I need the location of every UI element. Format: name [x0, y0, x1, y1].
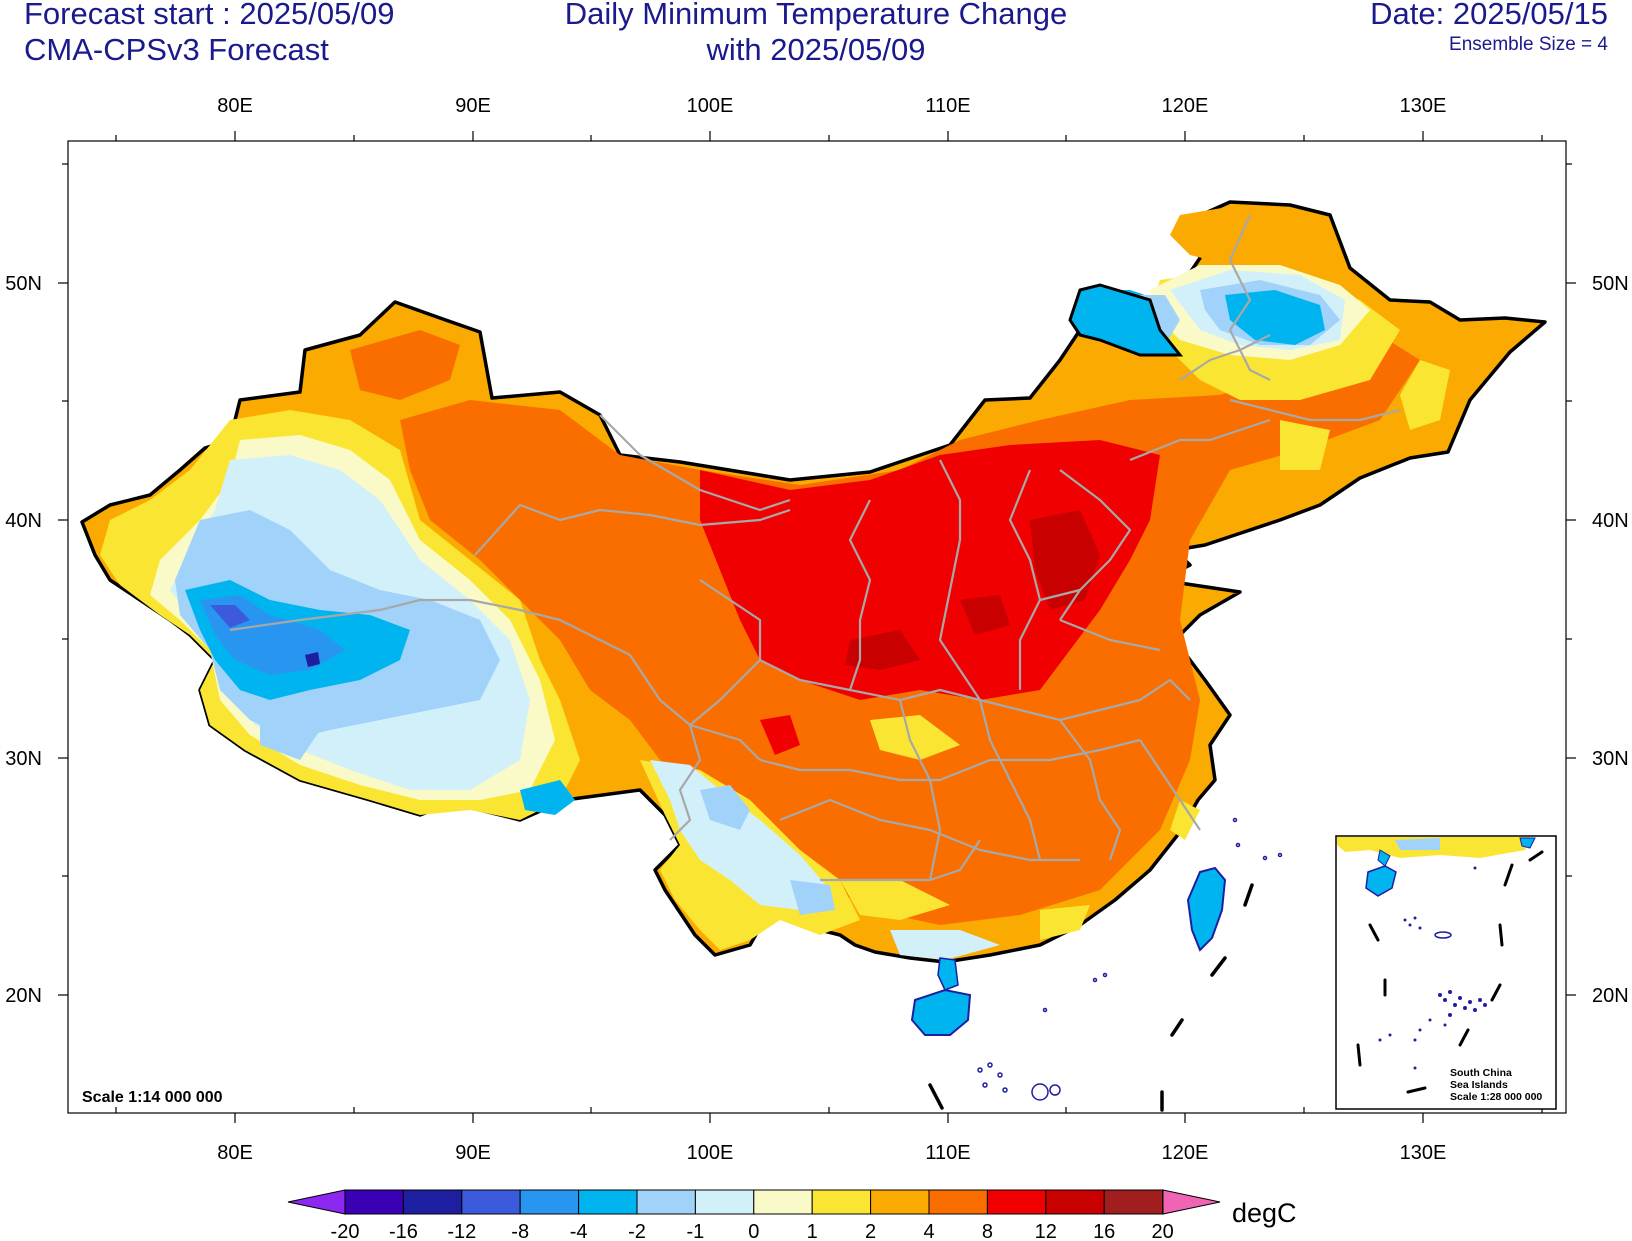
colorbar-swatch	[636, 1189, 696, 1215]
lon-tick-label: 90E	[455, 95, 491, 117]
inset-title-line2: Sea Islands	[1450, 1079, 1508, 1091]
colorbar-swatch	[986, 1189, 1047, 1215]
colorbar-tick-label: -4	[570, 1221, 588, 1241]
lon-tick-label: 80E	[217, 95, 253, 117]
colorbar-swatch	[344, 1189, 404, 1215]
lat-tick-label: 20N	[5, 985, 42, 1007]
colorbar-swatch	[1103, 1189, 1164, 1215]
colorbar-swatch	[519, 1189, 580, 1215]
valid-date-text: Date: 2025/05/15	[1370, 0, 1608, 31]
colorbar-tick-label: 16	[1093, 1221, 1115, 1241]
lat-tick-label: 50N	[5, 273, 42, 295]
hainan-island	[910, 988, 972, 1036]
colorbar-swatch	[694, 1189, 755, 1215]
lon-tick-label: 100E	[687, 1142, 734, 1164]
nine-dash-line	[928, 883, 1254, 1112]
lat-labels-right: 50N 40N 30N 20N	[1592, 273, 1629, 1007]
colorbar: -20 -16 -12 -8 -4 -2 -1 0 1 2 4 8 12 16 20 degC	[287, 1189, 1297, 1241]
lon-labels-bottom: 80E 90E 100E 110E 120E 130E	[217, 1142, 1446, 1164]
lon-tick-label: 120E	[1162, 95, 1209, 117]
colorbar-tick-label: 12	[1035, 1221, 1057, 1241]
colorbar-unit-label: degC	[1232, 1198, 1297, 1228]
lat-tick-label: 50N	[1592, 273, 1629, 295]
colorbar-tick-label: 20	[1151, 1221, 1173, 1241]
colorbar-tick-label: 2	[865, 1221, 876, 1241]
province-boundaries	[229, 214, 1401, 882]
colorbar-swatch	[402, 1189, 463, 1215]
lat-tick-label: 20N	[1592, 985, 1629, 1007]
colorbar-swatch	[928, 1189, 988, 1215]
colorbar-tick-label: -12	[447, 1221, 476, 1241]
colorbar-tick-label: -20	[331, 1221, 360, 1241]
colorbar-low-arrow	[287, 1189, 346, 1215]
map-title-line2: with 2025/05/09	[706, 32, 926, 67]
colorbar-tick-label: -2	[628, 1221, 646, 1241]
lon-tick-label: 130E	[1400, 1142, 1447, 1164]
ensemble-size-text: Ensemble Size = 4	[1449, 34, 1608, 55]
map-title-line1: Daily Minimum Temperature Change	[564, 0, 1068, 31]
colorbar-tick-label: -16	[389, 1221, 418, 1241]
map-scale-label: Scale 1:14 000 000	[82, 1089, 223, 1106]
nei-mongol-tip	[1068, 283, 1184, 357]
lon-tick-label: 120E	[1162, 1142, 1209, 1164]
inset-scale-label: Scale 1:28 000 000	[1450, 1091, 1542, 1103]
lon-tick-label: 130E	[1400, 95, 1447, 117]
lat-labels-left: 50N 40N 30N 20N	[5, 273, 42, 1007]
sea-islands	[977, 817, 1283, 1101]
temperature-field	[80, 200, 1547, 1112]
colorbar-tick-label: 8	[982, 1221, 993, 1241]
colorbar-swatch	[870, 1189, 930, 1215]
lon-tick-label: 90E	[455, 1142, 491, 1164]
lon-labels-top: 80E 90E 100E 110E 120E 130E	[217, 95, 1446, 117]
colorbar-swatch	[811, 1189, 872, 1215]
colorbar-tick-label: -1	[687, 1221, 705, 1241]
lon-tick-label: 100E	[687, 95, 734, 117]
colorbar-swatch	[578, 1189, 638, 1215]
colorbar-high-arrow	[1162, 1189, 1221, 1215]
model-name-text: CMA-CPSv3 Forecast	[24, 32, 329, 67]
lon-tick-label: 80E	[217, 1142, 253, 1164]
colorbar-tick-label: 0	[748, 1221, 759, 1241]
forecast-start-text: Forecast start : 2025/05/09	[24, 0, 395, 31]
frame-ticks	[58, 131, 1576, 1123]
colorbar-tick-label: 4	[923, 1221, 934, 1241]
colorbar-tick-label: 1	[807, 1221, 818, 1241]
lat-tick-label: 30N	[5, 748, 42, 770]
lon-tick-label: 110E	[925, 1142, 970, 1164]
lon-tick-label: 110E	[925, 95, 970, 117]
lat-tick-label: 30N	[1592, 748, 1629, 770]
taiwan-island	[1186, 866, 1227, 952]
colorbar-swatch	[1045, 1189, 1105, 1215]
lat-tick-label: 40N	[5, 510, 42, 532]
colorbar-swatch	[461, 1189, 521, 1215]
inset-title-line1: South China	[1450, 1067, 1512, 1079]
colorbar-tick-label: -8	[511, 1221, 529, 1241]
lat-tick-label: 40N	[1592, 510, 1629, 532]
south-china-sea-inset: South China Sea Islands Scale 1:28 000 0…	[1335, 835, 1557, 1110]
colorbar-swatch	[753, 1189, 813, 1215]
